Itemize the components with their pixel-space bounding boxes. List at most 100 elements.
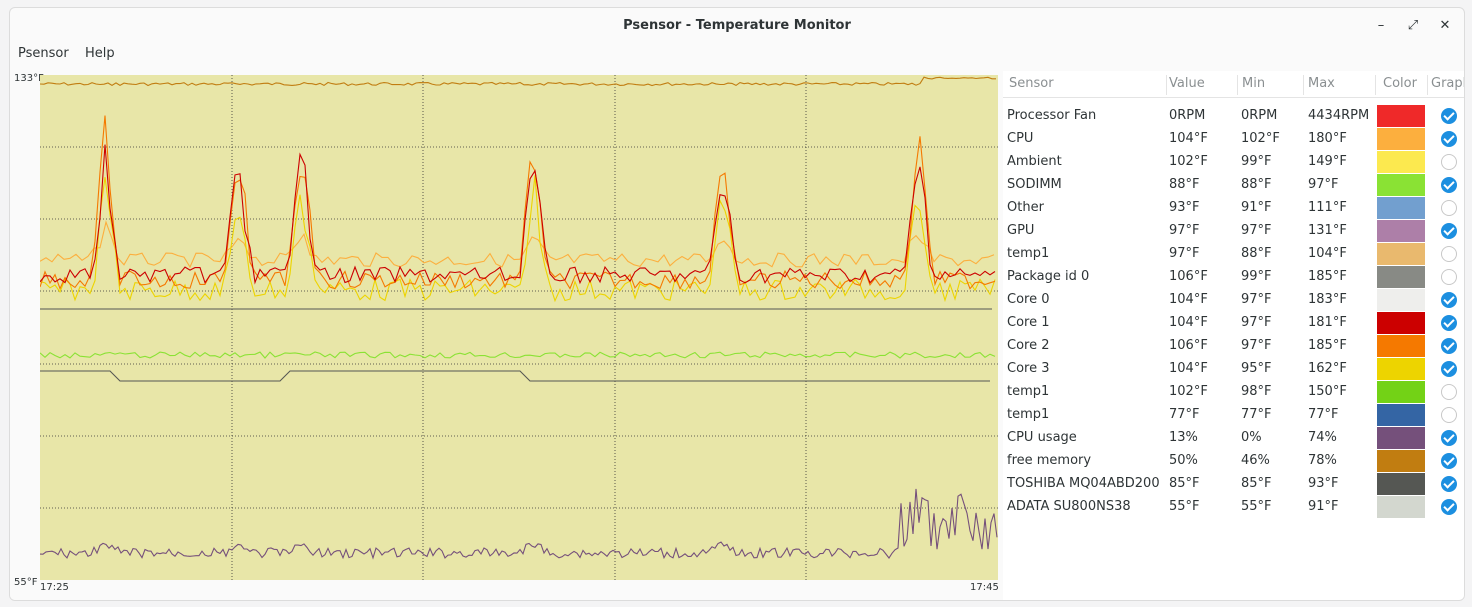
min-cell: 99°F: [1241, 154, 1272, 169]
graph-checked-icon[interactable]: [1441, 131, 1457, 147]
graph-unchecked-icon[interactable]: [1441, 200, 1457, 216]
table-row[interactable]: free memory 50% 46% 78%: [1003, 450, 1464, 473]
table-row[interactable]: temp1 97°F 88°F 104°F: [1003, 243, 1464, 266]
graph-checked-icon[interactable]: [1441, 338, 1457, 354]
title-bar[interactable]: Psensor - Temperature Monitor – ⤢ ✕: [10, 8, 1464, 44]
plot-area: [40, 75, 998, 580]
table-row[interactable]: Core 1 104°F 97°F 181°F: [1003, 312, 1464, 335]
value-cell: 104°F: [1169, 361, 1208, 376]
value-cell: 50%: [1169, 453, 1198, 468]
value-cell: 106°F: [1169, 269, 1208, 284]
graph-checked-icon[interactable]: [1441, 476, 1457, 492]
color-swatch[interactable]: [1377, 473, 1425, 495]
header-graph[interactable]: Graph: [1431, 76, 1464, 91]
menu-help[interactable]: Help: [85, 46, 115, 61]
app-window: Psensor - Temperature Monitor – ⤢ ✕ Psen…: [9, 7, 1465, 601]
min-cell: 98°F: [1241, 384, 1272, 399]
graph-checked-icon[interactable]: [1441, 315, 1457, 331]
table-row[interactable]: TOSHIBA MQ04ABD200 85°F 85°F 93°F: [1003, 473, 1464, 496]
sensor-name-cell: Core 3: [1007, 361, 1050, 376]
color-swatch[interactable]: [1377, 266, 1425, 288]
graph-checked-icon[interactable]: [1441, 361, 1457, 377]
color-swatch[interactable]: [1377, 312, 1425, 334]
value-cell: 102°F: [1169, 384, 1208, 399]
sensor-name-cell: CPU usage: [1007, 430, 1077, 445]
graph-unchecked-icon[interactable]: [1441, 407, 1457, 423]
min-cell: 97°F: [1241, 315, 1272, 330]
header-min[interactable]: Min: [1242, 76, 1266, 91]
table-row[interactable]: ADATA SU800NS38 55°F 55°F 91°F: [1003, 496, 1464, 519]
graph-checked-icon[interactable]: [1441, 223, 1457, 239]
color-swatch[interactable]: [1377, 496, 1425, 518]
sensor-name-cell: Ambient: [1007, 154, 1062, 169]
sensor-name-cell: free memory: [1007, 453, 1092, 468]
menu-psensor[interactable]: Psensor: [18, 46, 69, 61]
table-row[interactable]: CPU usage 13% 0% 74%: [1003, 427, 1464, 450]
sensor-graph: 133°F 55°F 17:25 17:45: [10, 71, 1002, 600]
color-swatch[interactable]: [1377, 243, 1425, 265]
graph-unchecked-icon[interactable]: [1441, 384, 1457, 400]
table-row[interactable]: Core 3 104°F 95°F 162°F: [1003, 358, 1464, 381]
graph-checked-icon[interactable]: [1441, 177, 1457, 193]
min-cell: 0%: [1241, 430, 1262, 445]
x-start-label: 17:25: [40, 582, 69, 593]
color-swatch[interactable]: [1377, 450, 1425, 472]
color-swatch[interactable]: [1377, 335, 1425, 357]
color-swatch[interactable]: [1377, 404, 1425, 426]
minimize-button[interactable]: –: [1377, 18, 1385, 33]
header-sensor[interactable]: Sensor: [1009, 76, 1054, 91]
plot-series: [40, 76, 998, 560]
graph-checked-icon[interactable]: [1441, 453, 1457, 469]
color-swatch[interactable]: [1377, 381, 1425, 403]
color-swatch[interactable]: [1377, 289, 1425, 311]
color-swatch[interactable]: [1377, 151, 1425, 173]
table-row[interactable]: Package id 0 106°F 99°F 185°F: [1003, 266, 1464, 289]
color-swatch[interactable]: [1377, 427, 1425, 449]
table-row[interactable]: temp1 102°F 98°F 150°F: [1003, 381, 1464, 404]
graph-checked-icon[interactable]: [1441, 292, 1457, 308]
table-row[interactable]: Other 93°F 91°F 111°F: [1003, 197, 1464, 220]
max-cell: 180°F: [1308, 131, 1347, 146]
table-row[interactable]: SODIMM 88°F 88°F 97°F: [1003, 174, 1464, 197]
color-swatch[interactable]: [1377, 105, 1425, 127]
graph-checked-icon[interactable]: [1441, 108, 1457, 124]
color-swatch[interactable]: [1377, 220, 1425, 242]
color-swatch[interactable]: [1377, 174, 1425, 196]
trace-toshiba: [40, 370, 990, 382]
min-cell: 97°F: [1241, 223, 1272, 238]
sensor-name-cell: Processor Fan: [1007, 108, 1097, 123]
value-cell: 85°F: [1169, 476, 1200, 491]
max-cell: 77°F: [1308, 407, 1339, 422]
table-row[interactable]: temp1 77°F 77°F 77°F: [1003, 404, 1464, 427]
graph-checked-icon[interactable]: [1441, 430, 1457, 446]
table-row[interactable]: Core 0 104°F 97°F 183°F: [1003, 289, 1464, 312]
table-row[interactable]: GPU 97°F 97°F 131°F: [1003, 220, 1464, 243]
header-color[interactable]: Color: [1383, 76, 1417, 91]
close-button[interactable]: ✕: [1439, 18, 1451, 33]
sensor-name-cell: temp1: [1007, 407, 1050, 422]
table-row[interactable]: CPU 104°F 102°F 180°F: [1003, 128, 1464, 151]
sensor-name-cell: Other: [1007, 200, 1044, 215]
x-end-label: 17:45: [970, 582, 999, 593]
sensor-name-cell: temp1: [1007, 384, 1050, 399]
max-cell: 91°F: [1308, 499, 1339, 514]
graph-checked-icon[interactable]: [1441, 499, 1457, 515]
graph-unchecked-icon[interactable]: [1441, 246, 1457, 262]
min-cell: 97°F: [1241, 292, 1272, 307]
min-cell: 102°F: [1241, 131, 1280, 146]
table-row[interactable]: Core 2 106°F 97°F 185°F: [1003, 335, 1464, 358]
header-value[interactable]: Value: [1169, 76, 1205, 91]
color-swatch[interactable]: [1377, 197, 1425, 219]
trace-core-3: [40, 175, 996, 303]
table-row[interactable]: Ambient 102°F 99°F 149°F: [1003, 151, 1464, 174]
graph-unchecked-icon[interactable]: [1441, 269, 1457, 285]
graph-unchecked-icon[interactable]: [1441, 154, 1457, 170]
header-max[interactable]: Max: [1308, 76, 1335, 91]
trace-cpu: [40, 220, 995, 269]
max-cell: 104°F: [1308, 246, 1347, 261]
maximize-button[interactable]: ⤢: [1407, 18, 1419, 33]
max-cell: 131°F: [1308, 223, 1347, 238]
color-swatch[interactable]: [1377, 128, 1425, 150]
color-swatch[interactable]: [1377, 358, 1425, 380]
table-row[interactable]: Processor Fan 0RPM 0RPM 4434RPM: [1003, 105, 1464, 128]
